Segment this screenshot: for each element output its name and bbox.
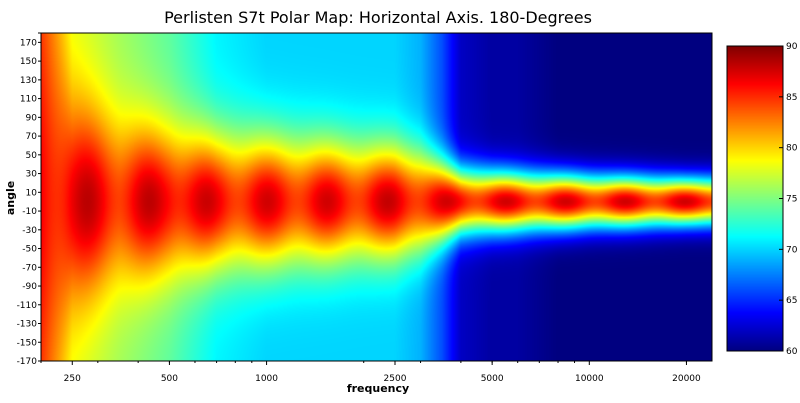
y-tick-label: 90	[26, 113, 38, 123]
x-tick-label: 20000	[672, 374, 701, 384]
x-tick-label: 5000	[481, 374, 504, 384]
x-tick-label: 10000	[575, 374, 604, 384]
x-tick-label: 1000	[255, 374, 278, 384]
y-tick-label: -170	[17, 357, 38, 367]
x-axis-label: frequency	[347, 382, 409, 395]
x-tick-label: 500	[161, 374, 178, 384]
y-tick-label: 10	[26, 188, 38, 198]
y-tick-label: -130	[17, 320, 38, 330]
y-tick-label: 70	[26, 132, 38, 142]
y-tick-label: -110	[17, 301, 38, 311]
y-tick-label: 30	[26, 170, 38, 180]
x-tick-label: 2500	[384, 374, 407, 384]
colorbar-tick-label: 75	[786, 195, 797, 205]
colorbar	[727, 46, 783, 351]
colorbar-axis: 90 85 80 75 70 65 60	[779, 42, 798, 357]
y-tick-label: -30	[22, 226, 37, 236]
y-tick-label: -70	[22, 263, 37, 273]
y-tick-label: 150	[20, 57, 37, 67]
y-tick-label: 50	[26, 151, 38, 161]
heatmap-plot-area	[41, 33, 712, 361]
x-axis: 250 500 1000 2500 5000 10000 20000	[40, 361, 701, 384]
colorbar-tick-label: 80	[786, 144, 798, 154]
x-tick-label: 250	[64, 374, 81, 384]
y-tick-label: 130	[20, 76, 37, 86]
colorbar-tick-label: 85	[786, 93, 797, 103]
y-tick-label: 170	[20, 38, 37, 48]
y-tick-label: -50	[22, 245, 37, 255]
y-tick-label: -150	[17, 338, 38, 348]
colorbar-tick-label: 90	[786, 42, 798, 52]
y-tick-label: -10	[22, 207, 37, 217]
colorbar-tick-label: 65	[786, 296, 797, 306]
y-tick-label: -90	[22, 282, 37, 292]
colorbar-tick-label: 60	[786, 347, 798, 357]
y-tick-label: 110	[20, 95, 37, 105]
y-axis: 170 150 130 110 90 70 50 30 10 -10 -30 -50 -70 -90 -11…	[17, 32, 41, 367]
colorbar-tick-label: 70	[786, 245, 798, 255]
y-axis-label: angle	[4, 181, 17, 215]
plot-frame	[40, 32, 713, 362]
chart-title: Perlisten S7t Polar Map: Horizontal Axis…	[164, 8, 592, 27]
